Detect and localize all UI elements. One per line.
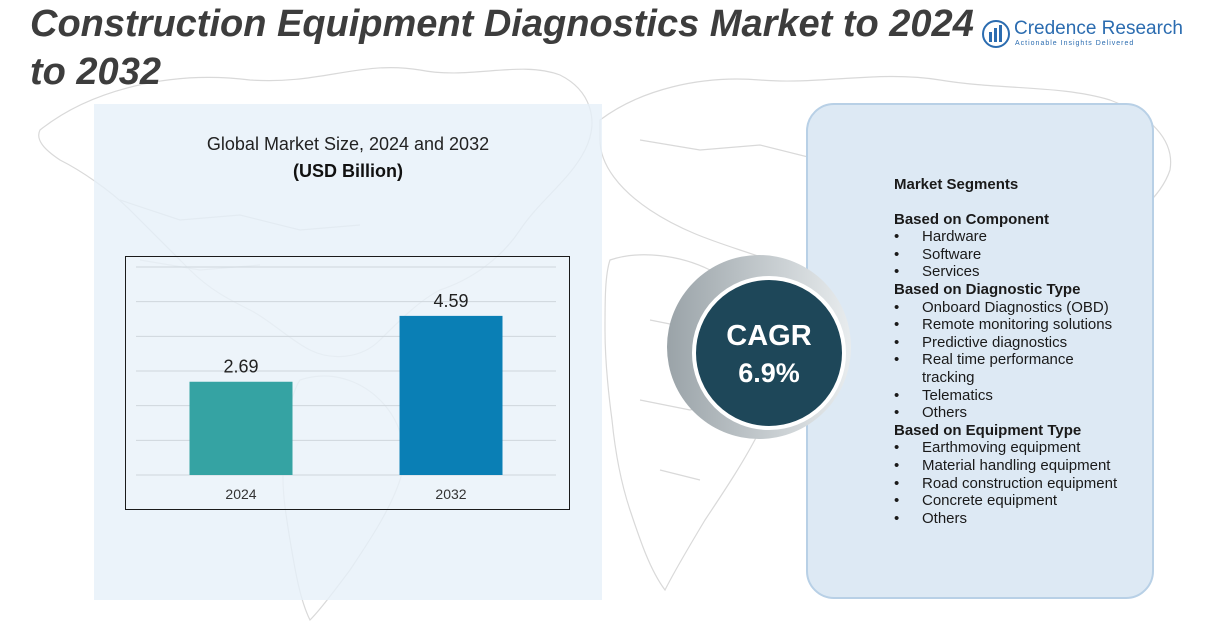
segment-group-equipment-type: Based on Equipment Type • Earthmoving equ… [894,422,1164,528]
logo-name: Credence Research [1014,18,1183,39]
segment-item: • Telematics [894,386,993,404]
segment-item: • Others [894,404,968,422]
bar-2024 [189,381,293,475]
data-label-2024: 2.69 [223,357,258,377]
segment-item: • Road construction equipment [894,474,1118,492]
segment-item: • Concrete equipment [894,492,1058,510]
cagr-label: CAGR [726,320,812,352]
cagr-badge: CAGR 6.9% [692,276,846,430]
credence-research-logo[interactable]: Credence Research Actionable Insights De… [982,18,1183,52]
segment-item: • Hardware [894,228,988,246]
data-label-2032: 4.59 [433,291,468,311]
segment-item: • Others [894,509,968,527]
chart-title: Global Market Size, 2024 and 2032 [206,134,490,154]
bar-2032 [399,315,503,475]
segment-group-title: Based on Component [894,210,1050,228]
segment-item: • Services [894,263,980,281]
segment-item: • Remote monitoring solutions [894,316,1113,334]
market-segments: Market Segments Based on Component • Hard… [894,176,1164,527]
segment-item: • Material handling equipment [894,456,1111,474]
segments-heading: Market Segments [894,176,1019,193]
cagr-value: 6.9% [738,358,800,388]
segment-item: • Earthmoving equipment [894,439,1081,457]
segment-item: • Predictive diagnostics [894,333,1068,351]
segment-group-component: Based on Component • Hardware • Software •… [894,211,1164,281]
logo-bars-icon [982,20,1010,48]
x-tick-2032: 2032 [435,486,466,502]
segment-group-title: Based on Equipment Type [894,421,1082,439]
market-segments-panel [806,103,1154,599]
logo-tagline: Actionable Insights Delivered [1015,40,1135,47]
segment-item: • Software [894,245,982,263]
segment-item: • Real time performance tracking [894,351,1074,386]
segment-item: • Onboard Diagnostics (OBD) [894,298,1109,316]
bar-chart-svg: 2.69 2024 4.59 2032 [136,266,556,502]
chart-subtitle: (USD Billion) [293,161,403,181]
x-tick-2024: 2024 [225,486,256,502]
segment-group-diagnostic-type: Based on Diagnostic Type • Onboard Diagno… [894,281,1164,422]
market-size-panel [94,104,602,600]
page-title: Construction Equipment Diagnostics Marke… [30,3,974,93]
bar-chart: 2.69 2024 4.59 2032 [125,256,570,510]
segment-group-title: Based on Diagnostic Type [894,280,1081,298]
